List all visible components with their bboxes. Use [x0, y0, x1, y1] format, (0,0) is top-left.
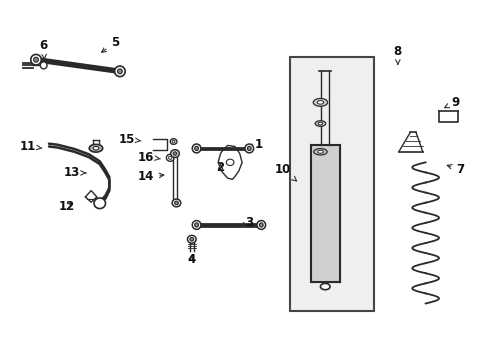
- Ellipse shape: [192, 221, 201, 229]
- Ellipse shape: [313, 99, 327, 106]
- Ellipse shape: [317, 101, 323, 104]
- Ellipse shape: [187, 235, 196, 243]
- Ellipse shape: [315, 121, 325, 126]
- Ellipse shape: [93, 147, 99, 150]
- Text: 9: 9: [444, 96, 459, 109]
- Ellipse shape: [226, 159, 233, 166]
- Text: 8: 8: [393, 45, 401, 64]
- Ellipse shape: [174, 201, 178, 205]
- Ellipse shape: [94, 198, 105, 208]
- Text: 13: 13: [64, 166, 85, 179]
- Bar: [289, 57, 373, 311]
- Ellipse shape: [194, 223, 198, 227]
- Text: 5: 5: [102, 36, 119, 52]
- Text: 7: 7: [447, 163, 463, 176]
- Ellipse shape: [172, 199, 181, 207]
- Ellipse shape: [317, 122, 322, 125]
- Text: 16: 16: [138, 150, 160, 163]
- Text: 6: 6: [39, 40, 47, 59]
- Ellipse shape: [317, 150, 323, 153]
- Ellipse shape: [168, 156, 172, 159]
- Ellipse shape: [189, 238, 193, 241]
- Ellipse shape: [259, 223, 263, 227]
- Text: 14: 14: [138, 170, 163, 183]
- Ellipse shape: [170, 139, 177, 144]
- Text: 1: 1: [248, 138, 263, 151]
- Ellipse shape: [172, 140, 175, 143]
- Text: 10: 10: [274, 163, 296, 181]
- Ellipse shape: [313, 149, 326, 155]
- Ellipse shape: [31, 54, 41, 65]
- Ellipse shape: [192, 144, 201, 153]
- Text: 11: 11: [20, 140, 41, 153]
- Ellipse shape: [194, 146, 198, 150]
- Ellipse shape: [173, 152, 177, 155]
- Ellipse shape: [320, 283, 329, 290]
- Text: 12: 12: [59, 200, 75, 213]
- Ellipse shape: [166, 154, 174, 161]
- Ellipse shape: [256, 221, 265, 229]
- Text: 3: 3: [240, 216, 253, 229]
- Ellipse shape: [114, 66, 125, 77]
- Ellipse shape: [247, 146, 251, 150]
- Ellipse shape: [34, 57, 39, 62]
- Ellipse shape: [41, 62, 47, 69]
- Ellipse shape: [117, 69, 122, 74]
- Text: 15: 15: [119, 133, 141, 146]
- Text: 2: 2: [216, 161, 224, 174]
- Ellipse shape: [244, 144, 253, 153]
- Ellipse shape: [170, 150, 179, 157]
- Ellipse shape: [89, 144, 102, 152]
- Text: 4: 4: [187, 253, 196, 266]
